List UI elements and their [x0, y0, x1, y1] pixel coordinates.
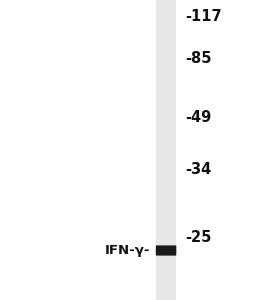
FancyBboxPatch shape — [156, 245, 176, 256]
Text: IFN-γ-: IFN-γ- — [104, 244, 150, 257]
Text: -34: -34 — [185, 162, 211, 177]
Bar — [156, 0, 176, 300]
Text: -117: -117 — [185, 9, 222, 24]
Text: -25: -25 — [185, 230, 211, 244]
Text: -49: -49 — [185, 110, 211, 124]
Text: -85: -85 — [185, 51, 211, 66]
